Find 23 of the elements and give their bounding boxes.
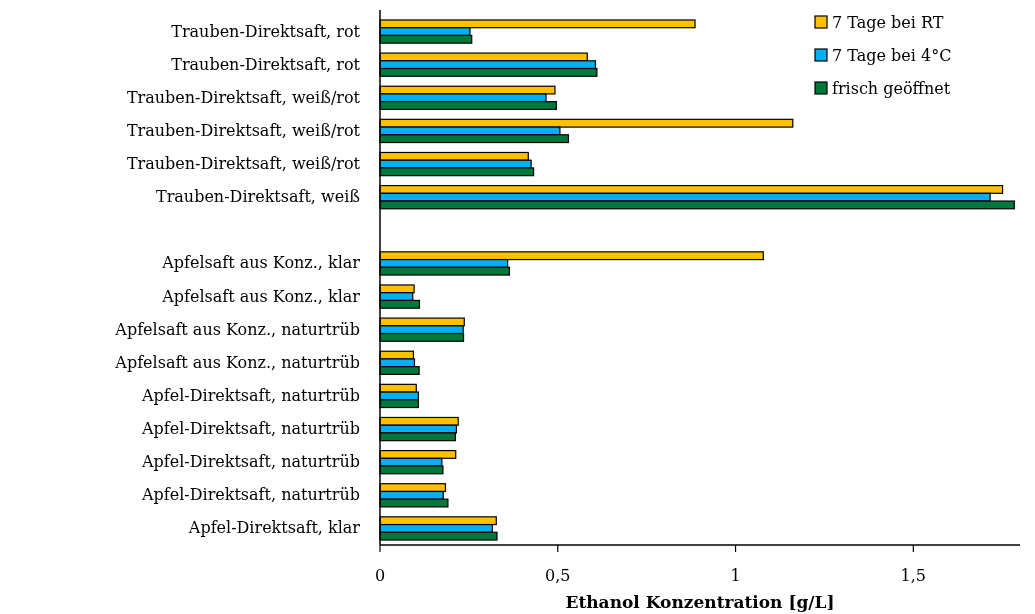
- y-tick-label: Apfel-Direktsaft, naturtrüb: [140, 452, 360, 472]
- y-tick-label: Trauben-Direktsaft, weiß: [155, 187, 360, 207]
- legend-label: frisch geöffnet: [832, 79, 951, 98]
- legend-label: 7 Tage bei RT: [832, 13, 944, 32]
- y-tick-label: Apfelsaft aus Konz., klar: [161, 253, 361, 273]
- x-tick-label: 1,5: [900, 566, 927, 585]
- y-tick-label: Apfel-Direktsaft, klar: [187, 518, 361, 538]
- y-tick-label: Apfelsaft aus Konz., naturtrüb: [114, 319, 360, 339]
- y-tick-label: Apfel-Direktsaft, naturtrüb: [140, 485, 360, 505]
- x-tick-label: 0: [374, 566, 386, 585]
- y-tick-label: Trauben-Direktsaft, rot: [171, 21, 361, 41]
- y-tick-label: Apfel-Direktsaft, naturtrüb: [140, 419, 360, 439]
- x-tick-label: 0,5: [545, 566, 571, 585]
- y-tick-label: Apfelsaft aus Konz., naturtrüb: [114, 352, 360, 372]
- y-tick-label: Apfel-Direktsaft, naturtrüb: [140, 385, 360, 405]
- y-tick-label: Trauben-Direktsaft, weiß/rot: [126, 87, 361, 107]
- y-tick-label: Trauben-Direktsaft, weiß/rot: [126, 154, 361, 174]
- y-tick-label: Trauben-Direktsaft, rot: [171, 54, 361, 74]
- y-tick-label: Trauben-Direktsaft, weiß/rot: [126, 120, 361, 140]
- x-axis-title: Ethanol Konzentration [g/L]: [565, 592, 835, 612]
- y-tick-label: Apfelsaft aus Konz., klar: [161, 286, 361, 306]
- legend-label: 7 Tage bei 4°C: [832, 46, 952, 65]
- x-tick-label: 1: [730, 566, 741, 585]
